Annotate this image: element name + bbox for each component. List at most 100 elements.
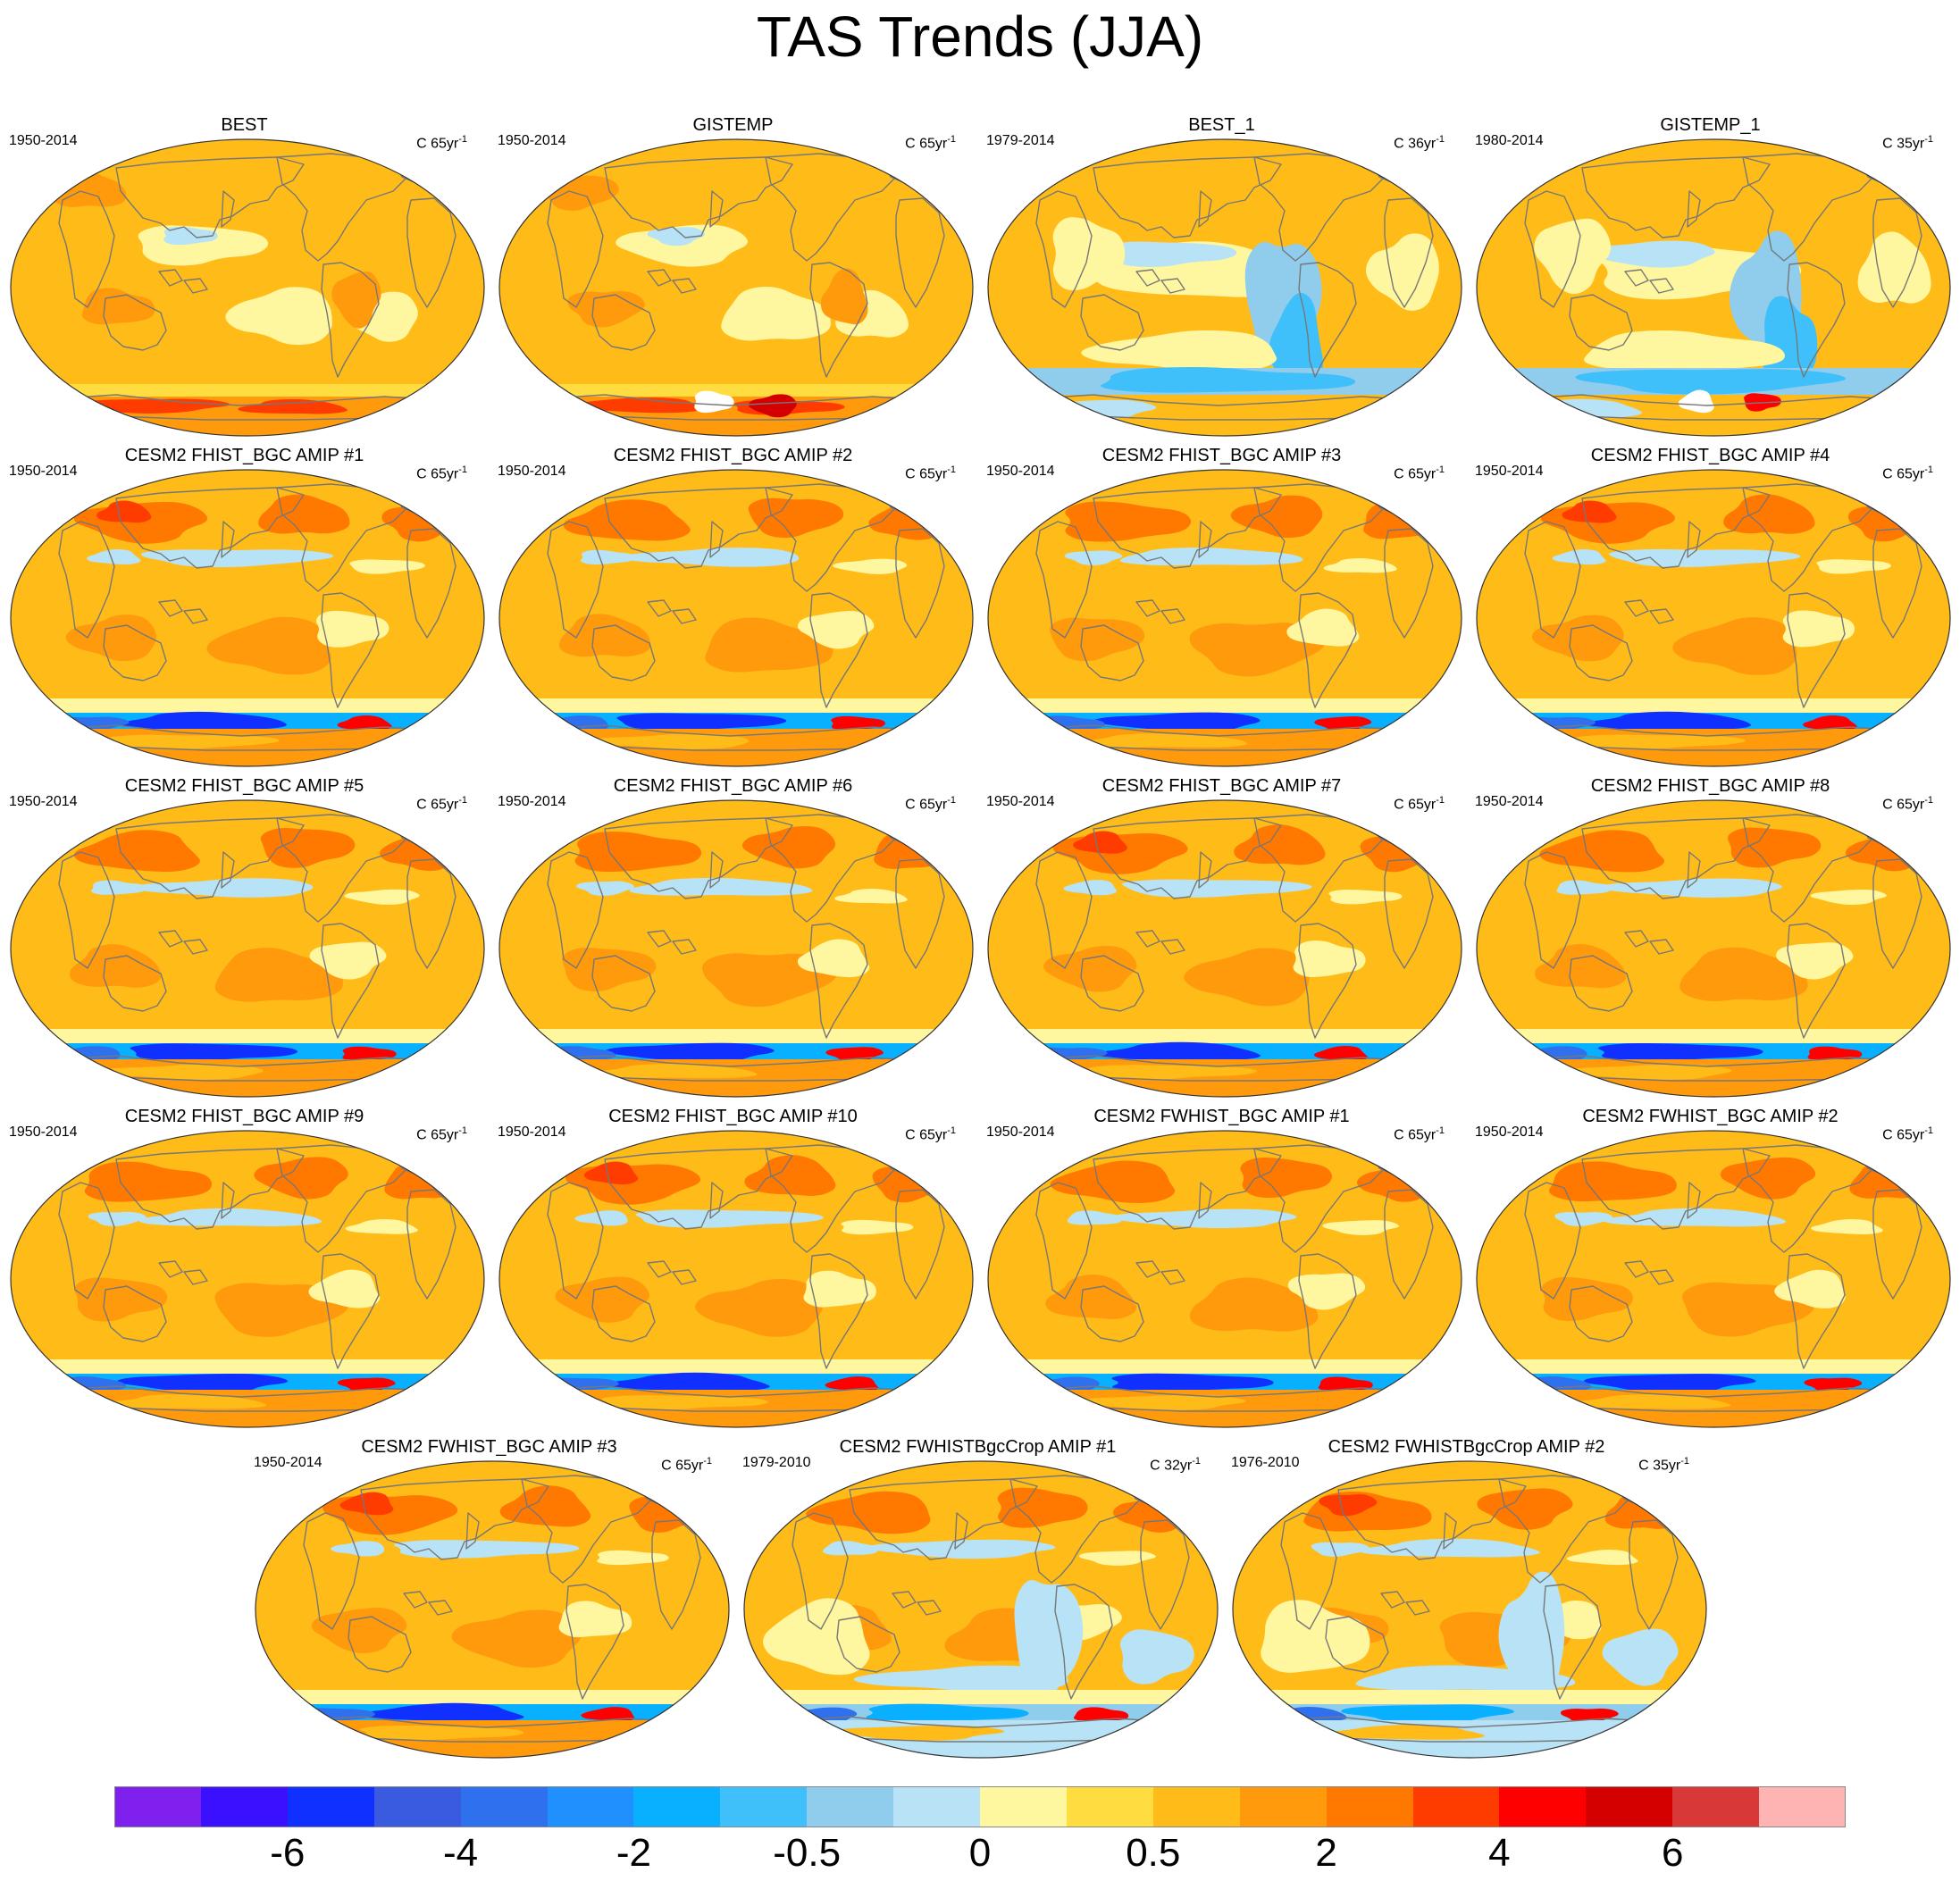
panel-units: C 65yr-1 <box>416 134 467 152</box>
colorbar-cell <box>1239 1786 1328 1827</box>
panel-years: 1950-2014 <box>986 1124 1055 1140</box>
panel-years: 1950-2014 <box>1475 1124 1544 1140</box>
map-panel: CESM2 FHIST_BGC AMIP #3 1950-2014 C 65yr-1 <box>977 445 1466 770</box>
panel-years: 1950-2014 <box>9 464 78 479</box>
trend-field <box>1477 139 1950 436</box>
panel-title: CESM2 FHIST_BGC AMIP #2 <box>613 446 853 465</box>
panel-units: C 65yr-1 <box>416 795 467 813</box>
panel-units: C 65yr-1 <box>1882 464 1933 482</box>
panel-years: 1979-2010 <box>742 1455 811 1470</box>
panel-years: 1950-2014 <box>498 133 566 148</box>
colorbar-label: -0.5 <box>773 1831 842 1875</box>
robinson-map <box>1476 138 1951 437</box>
colorbar-cell <box>200 1786 289 1827</box>
panel-years: 1950-2014 <box>9 1124 78 1140</box>
map-frame <box>498 138 974 437</box>
robinson-map <box>743 1460 1219 1759</box>
panel-units: C 65yr-1 <box>905 795 956 813</box>
robinson-map <box>498 1130 974 1428</box>
map-panel: CESM2 FHIST_BGC AMIP #5 1950-2014 C 65yr-1 <box>0 775 489 1100</box>
map-frame <box>1232 1460 1707 1759</box>
map-frame <box>10 799 485 1098</box>
panel-years: 1950-2014 <box>1475 464 1544 479</box>
panel-units: C 35yr-1 <box>1882 134 1933 152</box>
figure-title: TAS Trends (JJA) <box>756 4 1204 69</box>
map-frame <box>498 799 974 1098</box>
panel-units: C 65yr-1 <box>1882 795 1933 813</box>
panel-units: C 32yr-1 <box>1150 1456 1201 1474</box>
panel-units: C 65yr-1 <box>1882 1125 1933 1143</box>
panel-units: C 65yr-1 <box>905 1125 956 1143</box>
colorbar-cell <box>980 1786 1068 1827</box>
trend-field <box>1477 800 1950 1097</box>
colorbar-cell <box>460 1786 548 1827</box>
map-panel: CESM2 FHIST_BGC AMIP #1 1950-2014 C 65yr-1 <box>0 445 489 770</box>
panel-years: 1950-2014 <box>498 794 566 809</box>
colorbar-cell <box>633 1786 721 1827</box>
panel-title: CESM2 FHIST_BGC AMIP #9 <box>124 1107 364 1126</box>
map-panel: CESM2 FHIST_BGC AMIP #10 1950-2014 C 65yr-… <box>489 1106 977 1431</box>
panel-units: C 65yr-1 <box>1394 464 1445 482</box>
robinson-map <box>10 469 485 767</box>
colorbar-label: 0.5 <box>1126 1831 1181 1875</box>
robinson-map <box>10 138 485 437</box>
panel-years: 1979-2014 <box>986 133 1055 148</box>
map-panel: GISTEMP 1950-2014 C 65yr-1 <box>489 114 977 439</box>
map-frame <box>10 1130 485 1428</box>
map-panel: CESM2 FWHIST_BGC AMIP #1 1950-2014 C 65yr-… <box>977 1106 1466 1431</box>
colorbar-cell <box>287 1786 375 1827</box>
panel-title: CESM2 FHIST_BGC AMIP #8 <box>1590 776 1830 796</box>
robinson-map <box>10 799 485 1098</box>
map-panel: CESM2 FHIST_BGC AMIP #9 1950-2014 C 65yr-1 <box>0 1106 489 1431</box>
robinson-map <box>498 469 974 767</box>
map-frame <box>987 469 1462 767</box>
robinson-map <box>498 799 974 1098</box>
panel-title: CESM2 FHIST_BGC AMIP #4 <box>1590 446 1830 465</box>
colorbar-label: 0 <box>968 1831 992 1875</box>
panel-units: C 65yr-1 <box>905 134 956 152</box>
panel-units: C 65yr-1 <box>416 464 467 482</box>
map-frame <box>10 138 485 437</box>
map-frame <box>743 1460 1219 1759</box>
trend-field <box>1477 1131 1950 1427</box>
robinson-map <box>498 138 974 437</box>
panel-title: CESM2 FHIST_BGC AMIP #1 <box>124 446 364 465</box>
panel-years: 1980-2014 <box>1475 133 1544 148</box>
map-frame <box>987 138 1462 437</box>
colorbar-label: 2 <box>1315 1831 1337 1875</box>
panel-title: BEST <box>221 115 268 135</box>
map-panel: GISTEMP_1 1980-2014 C 35yr-1 <box>1466 114 1955 439</box>
colorbar-cell <box>720 1786 808 1827</box>
panel-title: CESM2 FWHISTBgcCrop AMIP #1 <box>839 1437 1117 1457</box>
panel-title: CESM2 FHIST_BGC AMIP #7 <box>1101 776 1342 796</box>
panel-title: CESM2 FHIST_BGC AMIP #5 <box>124 776 364 796</box>
trend-field <box>1233 1461 1706 1758</box>
robinson-map <box>987 469 1462 767</box>
map-panel: BEST_1 1979-2014 C 36yr-1 <box>977 114 1466 439</box>
panel-years: 1950-2014 <box>9 794 78 809</box>
map-frame <box>255 1460 730 1759</box>
panel-units: C 65yr-1 <box>1394 795 1445 813</box>
colorbar-cell <box>547 1786 634 1827</box>
colorbar-label: -4 <box>443 1831 479 1875</box>
panel-title: CESM2 FWHIST_BGC AMIP #3 <box>361 1437 617 1457</box>
robinson-map <box>1232 1460 1707 1759</box>
colorbar-label: 4 <box>1488 1831 1511 1875</box>
map-frame <box>1476 469 1951 767</box>
panel-units: C 36yr-1 <box>1394 134 1445 152</box>
colorbar-outline <box>114 1786 1846 1827</box>
colorbar-cell <box>893 1786 981 1827</box>
colorbar-cell <box>114 1786 202 1827</box>
colorbar-cell <box>1412 1786 1500 1827</box>
robinson-map <box>10 1130 485 1428</box>
map-frame <box>987 1130 1462 1428</box>
panel-title: GISTEMP <box>692 115 774 135</box>
colorbar-cell <box>1672 1786 1760 1827</box>
panel-units: C 65yr-1 <box>1394 1125 1445 1143</box>
panel-units: C 65yr-1 <box>416 1125 467 1143</box>
map-panel: CESM2 FHIST_BGC AMIP #8 1950-2014 C 65yr-1 <box>1466 775 1955 1100</box>
colorbar-cell <box>1759 1786 1847 1827</box>
colorbar-cell <box>1152 1786 1241 1827</box>
colorbar-label: 6 <box>1661 1831 1684 1875</box>
map-frame <box>1476 799 1951 1098</box>
